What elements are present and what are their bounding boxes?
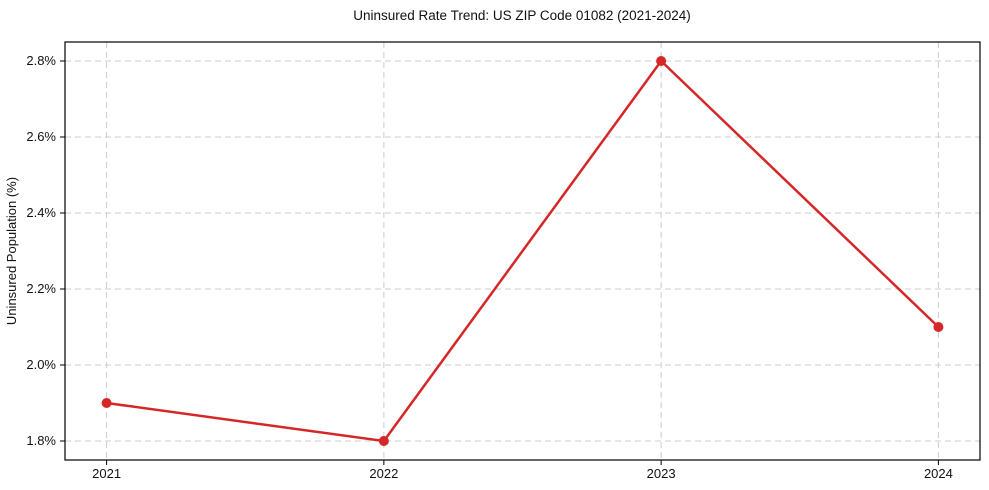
data-point (656, 56, 667, 66)
data-point (378, 436, 389, 446)
y-tick-label: 2.4% (26, 205, 56, 220)
y-tick-label: 1.8% (26, 433, 56, 448)
x-tick-label: 2022 (369, 466, 398, 481)
x-tick-label: 2021 (92, 466, 121, 481)
x-tick-label: 2023 (647, 466, 676, 481)
data-point (101, 398, 112, 408)
y-tick-label: 2.6% (26, 129, 56, 144)
y-tick-label: 2.0% (26, 357, 56, 372)
gridlines (65, 42, 980, 460)
chart-title: Uninsured Rate Trend: US ZIP Code 01082 … (353, 8, 690, 23)
data-point (933, 322, 944, 332)
y-axis-label: Uninsured Population (%) (4, 177, 19, 325)
data-line (105, 59, 940, 443)
plot-border (64, 41, 981, 461)
x-tick-label: 2024 (924, 466, 953, 481)
y-tick-label: 2.8% (26, 53, 56, 68)
data-series (101, 56, 944, 446)
axis-ticks (60, 60, 939, 465)
tick-labels: 1.8% 2.0% 2.2% 2.4% 2.6% 2.8% 2021 2022 2023 2024 (26, 53, 953, 481)
y-tick-label: 2.2% (26, 281, 56, 296)
